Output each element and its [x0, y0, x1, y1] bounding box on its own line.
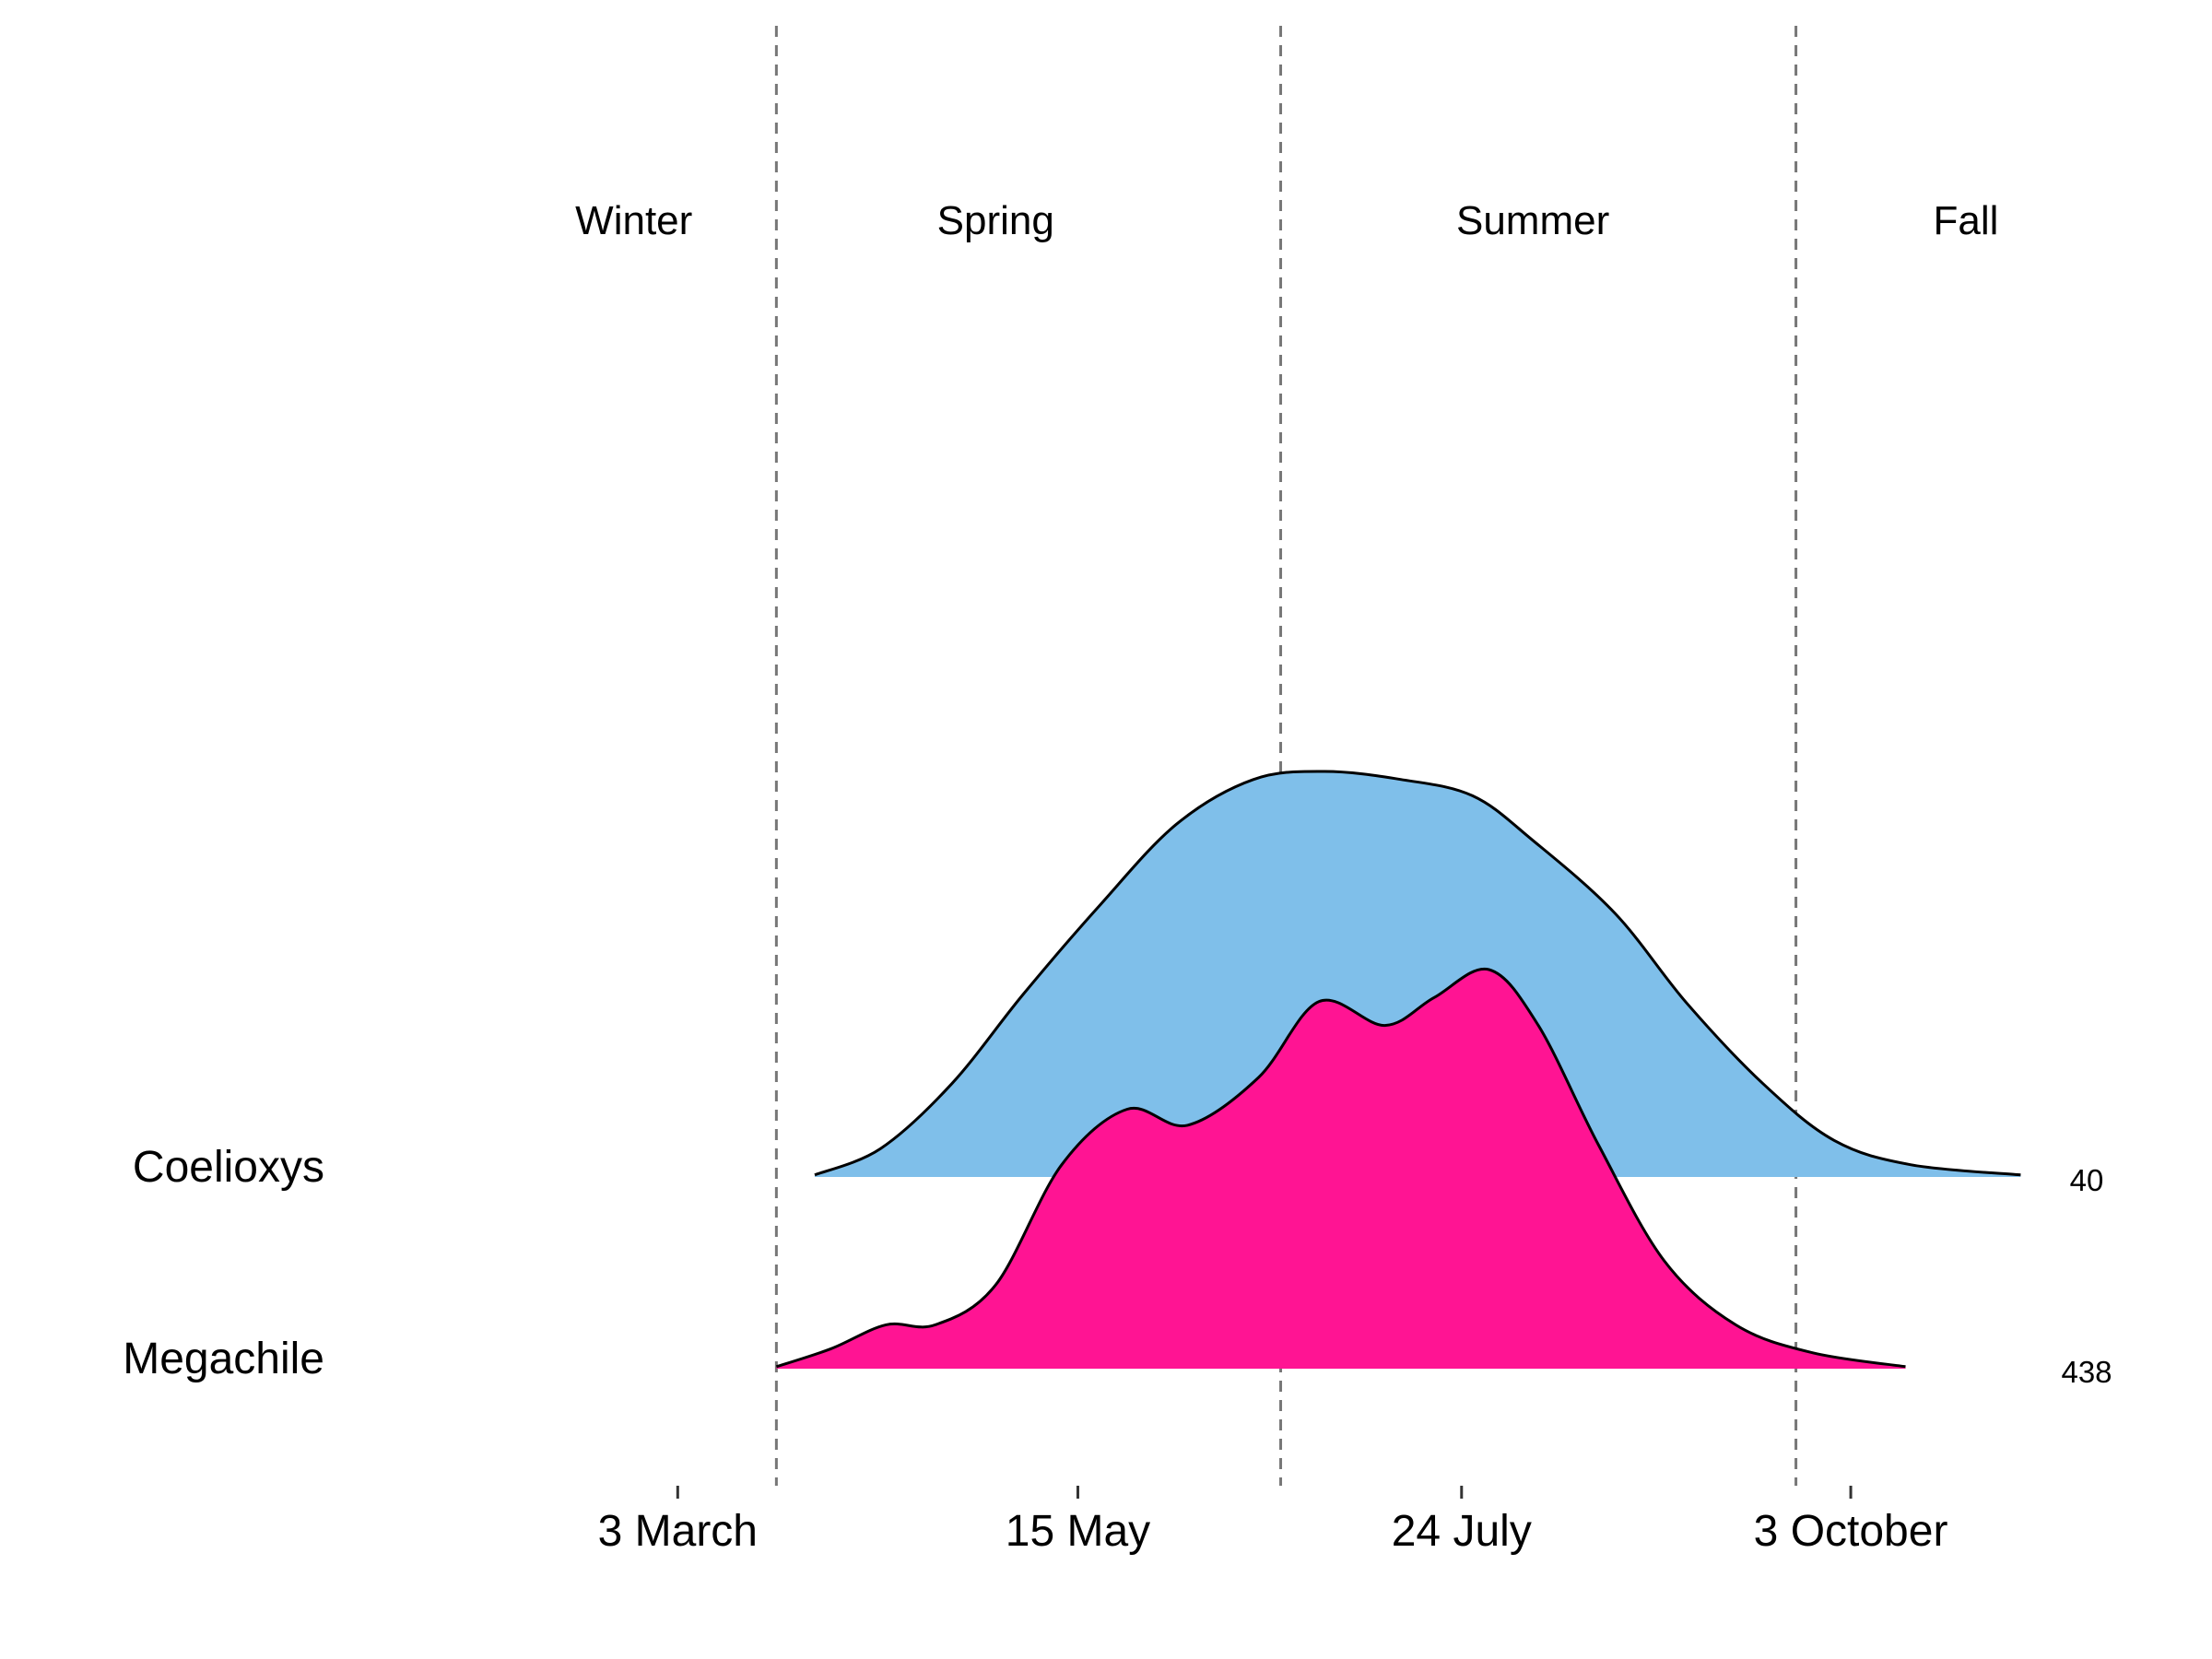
density-ridges [775, 770, 2021, 1369]
x-tick-label-2: 24 July [1392, 1507, 1532, 1556]
season-label-spring: Spring [937, 198, 1054, 243]
count-label-megachile: 438 [2061, 1355, 2112, 1389]
species-label-megachile: Megachile [123, 1335, 324, 1383]
season-labels: Winter Spring Summer Fall [575, 198, 1998, 243]
ridge-fill-coelioxys [815, 771, 2021, 1177]
ridge-megachile [775, 967, 1906, 1369]
species-labels: Coelioxys Megachile [123, 1143, 324, 1383]
x-tick-label-1: 15 May [1006, 1507, 1150, 1556]
season-label-summer: Summer [1456, 198, 1609, 243]
ridge-outline-megachile [775, 967, 1906, 1369]
count-label-coelioxys: 40 [2070, 1163, 2104, 1197]
x-tick-label-0: 3 March [598, 1507, 758, 1556]
species-label-coelioxys: Coelioxys [133, 1143, 324, 1192]
season-label-winter: Winter [575, 198, 692, 243]
season-dividers [774, 26, 1798, 1486]
x-tick-label-3: 3 October [1754, 1507, 1948, 1556]
x-axis: 3 March 15 May 24 July 3 October [598, 1486, 1948, 1556]
ridge-coelioxys [814, 770, 2021, 1177]
season-label-fall: Fall [1933, 198, 1998, 243]
count-labels: 40 438 [2061, 1163, 2112, 1389]
ridge-fill-megachile [776, 969, 1906, 1369]
ridge-outline-coelioxys [814, 770, 2021, 1177]
